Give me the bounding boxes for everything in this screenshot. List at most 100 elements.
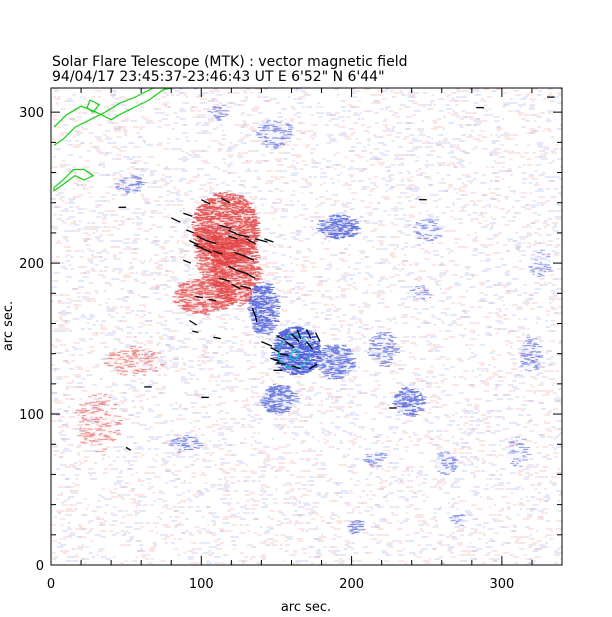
polarity-region-texture <box>392 386 427 417</box>
polarity-region-texture <box>114 175 147 194</box>
field-vector <box>183 212 193 217</box>
polarity-region-texture <box>103 345 166 377</box>
field-vector <box>219 224 232 230</box>
field-vector <box>228 265 238 272</box>
field-vector <box>192 330 199 334</box>
x-tick-label: 200 <box>339 577 364 592</box>
field-vector <box>234 251 244 257</box>
axis-ticks: 0 100 200 300 0 100 200 300 <box>19 88 563 592</box>
polarity-region-negative <box>527 249 552 277</box>
polarity-region-texture <box>168 434 204 453</box>
polarity-region-texture <box>527 249 552 277</box>
field-vector <box>205 239 217 245</box>
x-tick-label: 100 <box>189 577 214 592</box>
transverse-field-vectors <box>118 96 555 451</box>
x-tick-label: 300 <box>489 577 514 592</box>
polarity-region-negative <box>168 434 204 453</box>
field-vector <box>231 283 241 290</box>
field-vector <box>305 341 314 350</box>
field-vector <box>125 446 132 451</box>
field-vector <box>228 235 238 240</box>
y-axis-label: arc sec. <box>1 301 16 351</box>
field-vector <box>255 238 268 243</box>
field-vector <box>305 329 312 339</box>
polarity-region-negative <box>316 214 362 240</box>
polarity-region-texture <box>172 278 236 315</box>
field-vector <box>314 332 321 342</box>
polarity-region-texture <box>193 226 229 285</box>
x-axis-label: arc sec. <box>281 600 331 615</box>
noise-positive <box>51 88 562 564</box>
field-vector <box>246 273 256 279</box>
field-vector <box>228 229 238 235</box>
field-vector <box>201 247 213 254</box>
field-vector <box>219 277 230 282</box>
field-vector <box>240 285 252 290</box>
field-vector <box>196 235 207 242</box>
polarity-region-positive <box>172 278 236 315</box>
polarity-region-texture <box>507 436 532 467</box>
y-tick-label: 300 <box>19 106 44 121</box>
polarity-region-negative <box>255 120 294 149</box>
field-vector <box>291 333 300 343</box>
polarity-region-texture <box>347 520 365 535</box>
polarity-region-negative <box>367 331 400 367</box>
y-tick-label: 100 <box>19 408 44 423</box>
field-vector <box>201 199 211 205</box>
field-vector <box>237 269 249 275</box>
polarity-region-negative <box>316 344 357 380</box>
polarity-region-texture <box>437 451 459 475</box>
field-vector <box>170 217 181 223</box>
field-vector <box>309 363 318 370</box>
polarity-region-negative <box>449 514 466 526</box>
polarity-region-negative <box>434 451 459 475</box>
polarity-region-texture <box>367 331 400 367</box>
polarity-region-texture <box>409 285 433 300</box>
polarity-region-texture <box>520 336 544 372</box>
field-vector <box>246 238 256 245</box>
polarity-region-texture <box>316 344 357 380</box>
plot-frame <box>50 87 563 566</box>
polarity-region-texture <box>449 514 466 526</box>
polarity-region-texture <box>74 393 123 453</box>
field-vector <box>276 362 286 365</box>
polarity-region-negative <box>362 452 388 467</box>
polarity-region-positive <box>103 345 166 377</box>
field-vector <box>208 298 217 302</box>
field-vector <box>296 329 302 339</box>
polarity-region-negative <box>412 219 443 242</box>
field-vector <box>237 233 250 239</box>
field-vector <box>270 357 280 362</box>
field-vector <box>243 255 255 261</box>
y-tick-label: 0 <box>36 559 44 574</box>
y-tick-label: 200 <box>19 257 44 272</box>
contour-outer <box>53 168 95 192</box>
field-vector <box>193 244 204 249</box>
polarity-region-core <box>434 452 455 473</box>
polarity-region-core <box>449 514 465 525</box>
polarity-region-negative <box>518 336 544 372</box>
field-vector <box>188 319 198 326</box>
polarity-region-negative <box>409 285 433 300</box>
field-vector <box>264 238 274 243</box>
polarity-region-texture <box>207 104 229 121</box>
polarity-region-core <box>368 333 395 365</box>
polarity-region-negative <box>114 175 147 194</box>
polarity-region-negative <box>507 436 532 467</box>
contour-umbra <box>289 348 300 361</box>
field-vector <box>254 315 258 323</box>
polarity-region-negative <box>346 520 365 535</box>
contour-outer <box>86 99 101 114</box>
field-vector <box>183 259 192 264</box>
plot-area <box>51 88 562 565</box>
field-vector <box>189 239 199 246</box>
field-vector <box>213 250 223 255</box>
field-vector <box>220 197 231 204</box>
field-vector <box>251 308 257 317</box>
field-vector <box>261 341 273 347</box>
polarity-region-negative <box>392 386 427 417</box>
polarity-region-texture <box>316 214 362 240</box>
chart-subtitle: 94/04/17 23:45:37-23:46:43 UT E 6'52" N … <box>52 69 385 85</box>
chart-title: Solar Flare Telescope (MTK) : vector mag… <box>52 54 408 70</box>
